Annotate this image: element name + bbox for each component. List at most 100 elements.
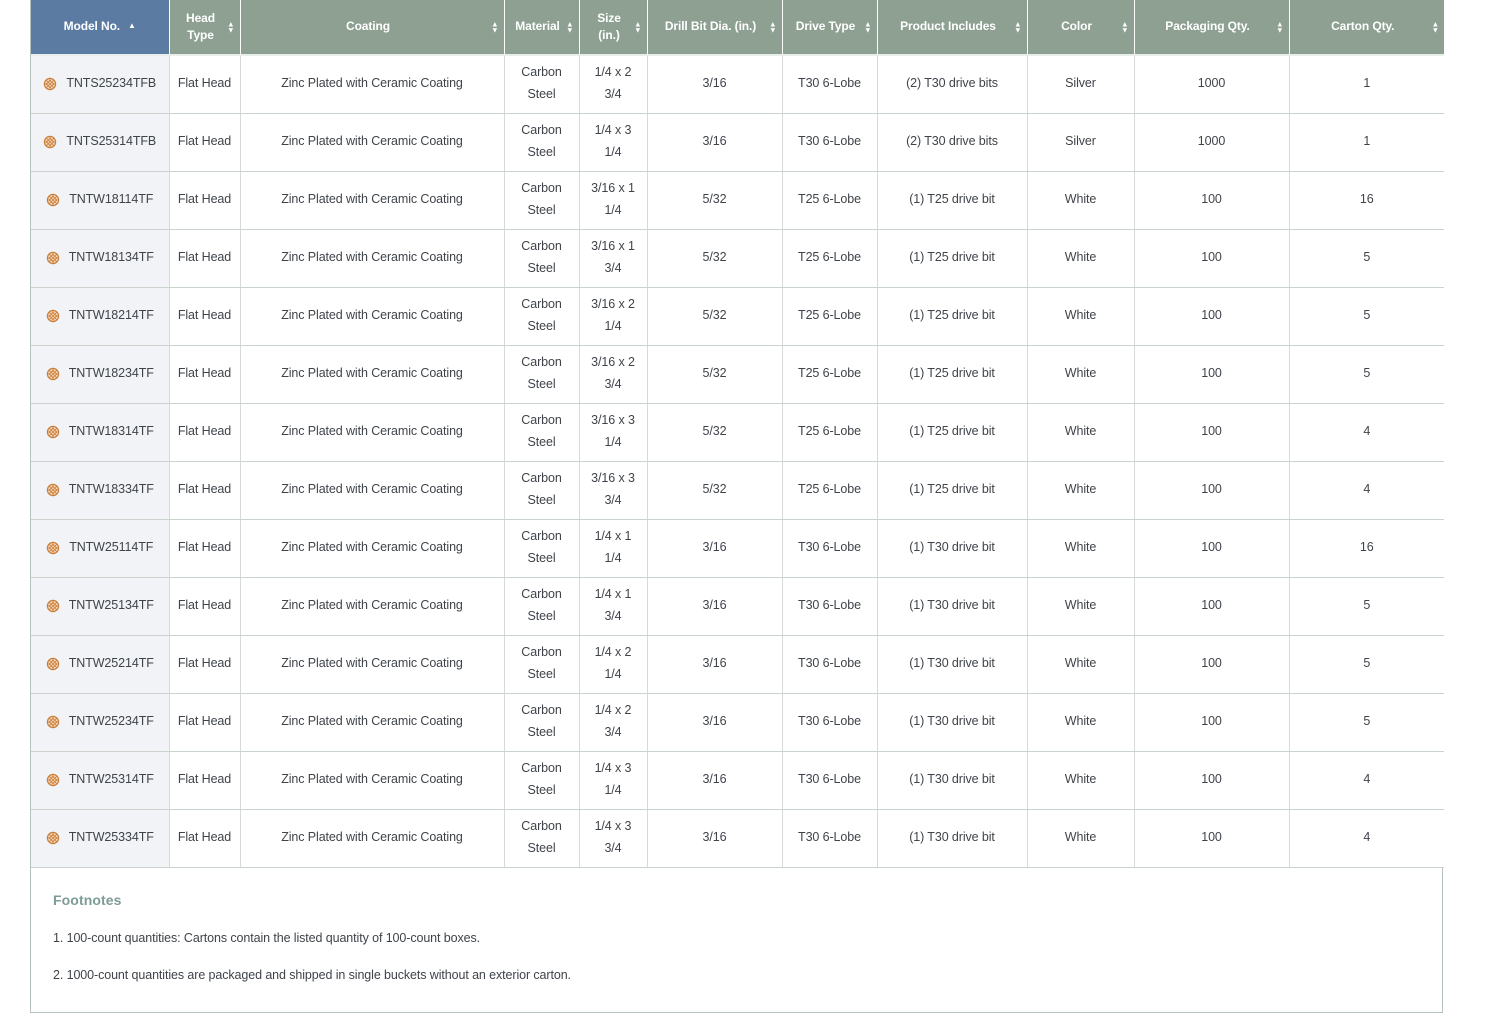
drill-bit-dia-cell: 3/16 <box>647 519 783 578</box>
carton-qty-cell: 4 <box>1289 809 1444 868</box>
head-type-cell: Flat Head <box>169 461 241 520</box>
coating-cell: Zinc Plated with Ceramic Coating <box>240 635 505 694</box>
sort-icon: ▲ ▼ <box>566 19 574 34</box>
carton-qty-cell: 4 <box>1289 403 1444 462</box>
table-row: TNTW25134TF Flat Head Zinc Plated with C… <box>31 577 1444 636</box>
size-cell: 1/4 x 3 1/4 <box>579 113 648 172</box>
column-header-size[interactable]: Size (in.) ▲ ▼ <box>579 0 648 56</box>
size-cell: 1/4 x 3 3/4 <box>579 809 648 868</box>
carton-qty-cell: 5 <box>1289 577 1444 636</box>
product-includes-cell: (1) T25 drive bit <box>877 287 1028 346</box>
product-includes-cell: (1) T30 drive bit <box>877 809 1028 868</box>
product-includes-cell: (1) T30 drive bit <box>877 693 1028 752</box>
coating-cell: Zinc Plated with Ceramic Coating <box>240 171 505 230</box>
packaging-qty-cell: 100 <box>1134 519 1290 578</box>
drive-type-cell: T25 6-Lobe <box>782 287 878 346</box>
product-includes-cell: (1) T25 drive bit <box>877 403 1028 462</box>
size-cell: 3/16 x 1 1/4 <box>579 171 648 230</box>
column-header-drill-bit-dia[interactable]: Drill Bit Dia. (in.) ▲ ▼ <box>647 0 783 56</box>
screw-head-thumbnail-icon[interactable] <box>46 425 60 439</box>
sort-icon: ▲ ▼ <box>1014 19 1022 34</box>
column-header-color[interactable]: Color ▲ ▼ <box>1027 0 1135 56</box>
column-header-packaging-qty[interactable]: Packaging Qty. ▲ ▼ <box>1134 0 1290 56</box>
color-cell: White <box>1027 693 1135 752</box>
drill-bit-dia-cell: 5/32 <box>647 461 783 520</box>
product-includes-cell: (1) T25 drive bit <box>877 461 1028 520</box>
packaging-qty-cell: 100 <box>1134 577 1290 636</box>
footnote-item: 1. 100-count quantities: Cartons contain… <box>53 930 480 945</box>
color-cell: White <box>1027 171 1135 230</box>
screw-head-thumbnail-icon[interactable] <box>43 135 57 149</box>
drill-bit-dia-cell: 3/16 <box>647 635 783 694</box>
model-number: TNTW18314TF <box>68 424 154 439</box>
column-header-carton-qty[interactable]: Carton Qty. ▲ ▼ <box>1289 0 1444 56</box>
table-row: TNTS25234TFB Flat Head Zinc Plated with … <box>31 55 1444 114</box>
packaging-qty-cell: 100 <box>1134 229 1290 288</box>
table-row: TNTW18334TF Flat Head Zinc Plated with C… <box>31 461 1444 520</box>
drill-bit-dia-cell: 5/32 <box>647 345 783 404</box>
column-header-coating[interactable]: Coating ▲ ▼ <box>240 0 505 56</box>
screw-head-thumbnail-icon[interactable] <box>46 541 60 555</box>
material-cell: Carbon Steel <box>504 345 580 404</box>
material-cell: Carbon Steel <box>504 287 580 346</box>
screw-head-thumbnail-icon[interactable] <box>46 715 60 729</box>
product-includes-cell: (1) T25 drive bit <box>877 229 1028 288</box>
screw-head-thumbnail-icon[interactable] <box>46 251 60 265</box>
screw-head-thumbnail-icon[interactable] <box>46 193 60 207</box>
screw-head-thumbnail-icon[interactable] <box>46 599 60 613</box>
product-includes-cell: (1) T30 drive bit <box>877 577 1028 636</box>
packaging-qty-cell: 100 <box>1134 693 1290 752</box>
model-cell: TNTW25114TF <box>31 519 170 578</box>
column-header-drive-type[interactable]: Drive Type ▲ ▼ <box>782 0 878 56</box>
model-number: TNTS25314TFB <box>66 134 157 149</box>
sort-icon: ▲ ▼ <box>1431 19 1439 34</box>
drive-type-cell: T25 6-Lobe <box>782 171 878 230</box>
color-cell: Silver <box>1027 113 1135 172</box>
product-includes-cell: (1) T25 drive bit <box>877 345 1028 404</box>
packaging-qty-cell: 100 <box>1134 809 1290 868</box>
screw-head-thumbnail-icon[interactable] <box>43 77 57 91</box>
color-cell: White <box>1027 461 1135 520</box>
coating-cell: Zinc Plated with Ceramic Coating <box>240 113 505 172</box>
size-cell: 3/16 x 1 3/4 <box>579 229 648 288</box>
model-number: TNTW18114TF <box>69 192 154 207</box>
material-cell: Carbon Steel <box>504 577 580 636</box>
model-number: TNTW25134TF <box>68 598 154 613</box>
column-label: Model No. <box>63 19 121 34</box>
coating-cell: Zinc Plated with Ceramic Coating <box>240 229 505 288</box>
column-header-head-type[interactable]: Head Type ▲ ▼ <box>169 0 241 56</box>
drill-bit-dia-cell: 3/16 <box>647 751 783 810</box>
carton-qty-cell: 16 <box>1289 519 1444 578</box>
model-number: TNTW25234TF <box>68 714 154 729</box>
model-cell: TNTW25134TF <box>31 577 170 636</box>
packaging-qty-cell: 100 <box>1134 171 1290 230</box>
carton-qty-cell: 5 <box>1289 693 1444 752</box>
packaging-qty-cell: 100 <box>1134 403 1290 462</box>
column-header-material[interactable]: Material ▲ ▼ <box>504 0 580 56</box>
footnotes-title: Footnotes <box>53 891 122 908</box>
column-header-product-includes[interactable]: Product Includes ▲ ▼ <box>877 0 1028 56</box>
screw-head-thumbnail-icon[interactable] <box>46 657 60 671</box>
color-cell: White <box>1027 809 1135 868</box>
screw-head-thumbnail-icon[interactable] <box>46 773 60 787</box>
size-cell: 1/4 x 3 1/4 <box>579 751 648 810</box>
product-includes-cell: (1) T25 drive bit <box>877 171 1028 230</box>
screw-head-thumbnail-icon[interactable] <box>46 483 60 497</box>
screw-head-thumbnail-icon[interactable] <box>46 309 60 323</box>
color-cell: White <box>1027 751 1135 810</box>
color-cell: White <box>1027 577 1135 636</box>
material-cell: Carbon Steel <box>504 403 580 462</box>
model-number: TNTW25114TF <box>69 540 154 555</box>
header-row: Model No. ▲ Head Type ▲ ▼ Coating ▲ ▼ Mater… <box>31 0 1444 56</box>
drive-type-cell: T30 6-Lobe <box>782 693 878 752</box>
sort-icon: ▲ ▼ <box>227 19 235 34</box>
screw-head-thumbnail-icon[interactable] <box>46 367 60 381</box>
color-cell: White <box>1027 403 1135 462</box>
table-row: TNTW18314TF Flat Head Zinc Plated with C… <box>31 403 1444 462</box>
screw-head-thumbnail-icon[interactable] <box>46 831 60 845</box>
drive-type-cell: T30 6-Lobe <box>782 751 878 810</box>
column-header-model-no[interactable]: Model No. ▲ <box>31 0 170 56</box>
carton-qty-cell: 5 <box>1289 287 1444 346</box>
model-cell: TNTW18334TF <box>31 461 170 520</box>
model-cell: TNTW25214TF <box>31 635 170 694</box>
